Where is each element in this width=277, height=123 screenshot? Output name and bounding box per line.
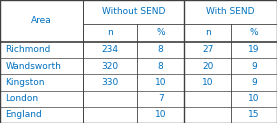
- Text: 10: 10: [155, 110, 166, 119]
- Text: 8: 8: [158, 62, 163, 71]
- Text: 15: 15: [248, 110, 260, 119]
- Text: 19: 19: [248, 45, 260, 54]
- Text: 9: 9: [251, 78, 257, 87]
- Text: Kingston: Kingston: [6, 78, 45, 87]
- Text: 20: 20: [202, 62, 214, 71]
- Text: n: n: [205, 28, 211, 37]
- Text: 330: 330: [101, 78, 119, 87]
- Text: %: %: [156, 28, 165, 37]
- Text: n: n: [107, 28, 113, 37]
- Text: Wandsworth: Wandsworth: [6, 62, 61, 71]
- Text: 10: 10: [155, 78, 166, 87]
- Text: 10: 10: [248, 94, 260, 103]
- Text: 9: 9: [251, 62, 257, 71]
- Text: England: England: [6, 110, 42, 119]
- Text: 320: 320: [102, 62, 119, 71]
- Text: %: %: [250, 28, 258, 37]
- Text: 7: 7: [158, 94, 163, 103]
- Text: With SEND: With SEND: [206, 8, 255, 16]
- Text: 27: 27: [202, 45, 214, 54]
- Text: Without SEND: Without SEND: [102, 8, 165, 16]
- Text: London: London: [6, 94, 39, 103]
- Text: 10: 10: [202, 78, 214, 87]
- Text: 8: 8: [158, 45, 163, 54]
- Text: 234: 234: [102, 45, 119, 54]
- Text: Richmond: Richmond: [6, 45, 51, 54]
- Text: Area: Area: [31, 16, 52, 25]
